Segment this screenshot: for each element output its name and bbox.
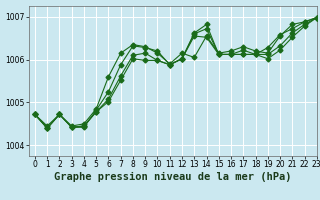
X-axis label: Graphe pression niveau de la mer (hPa): Graphe pression niveau de la mer (hPa): [54, 172, 292, 182]
